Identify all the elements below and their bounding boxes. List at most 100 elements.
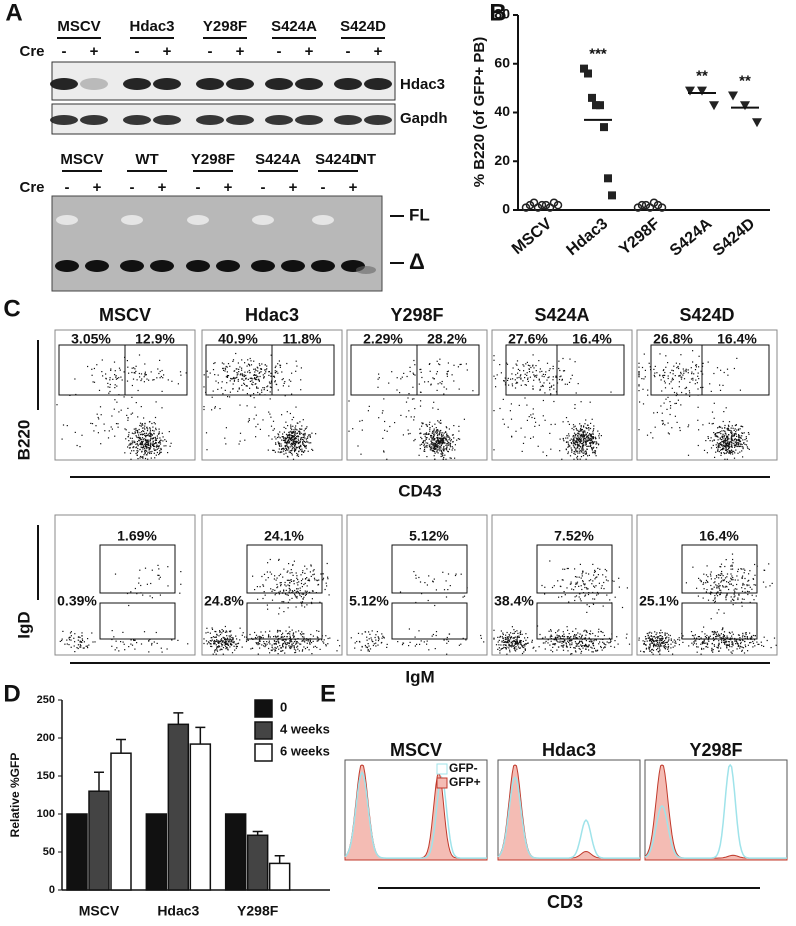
event-dot: [436, 389, 438, 391]
event-dot: [570, 583, 572, 585]
event-dot: [734, 640, 736, 642]
event-dot: [567, 567, 569, 570]
event-dot: [744, 632, 747, 634]
event-dot: [297, 438, 299, 440]
event-dot: [737, 598, 739, 601]
event-dot: [440, 450, 442, 452]
event-dot: [147, 428, 149, 430]
event-dot: [114, 649, 116, 651]
event-dot: [114, 399, 116, 401]
event-dot: [666, 646, 668, 648]
data-point: [740, 101, 750, 111]
event-dot: [734, 441, 736, 443]
event-dot: [423, 450, 425, 452]
event-dot: [247, 639, 249, 641]
event-dot: [373, 643, 375, 645]
event-dot: [405, 416, 407, 418]
event-dot: [720, 572, 722, 575]
event-dot: [645, 638, 647, 640]
event-dot: [313, 646, 315, 648]
event-dot: [502, 644, 504, 646]
event-dot: [225, 638, 227, 640]
event-dot: [439, 441, 441, 444]
event-dot: [435, 442, 437, 445]
event-dot: [573, 446, 575, 448]
event-dot: [223, 642, 225, 644]
event-dot: [316, 636, 318, 638]
event-dot: [571, 588, 573, 590]
event-dot: [557, 636, 559, 638]
event-dot: [110, 426, 112, 428]
gate-percent: 27.6%: [508, 331, 548, 347]
event-dot: [659, 645, 662, 647]
event-dot: [295, 440, 297, 442]
event-dot: [115, 423, 118, 425]
event-dot: [226, 642, 228, 644]
event-dot: [719, 594, 721, 596]
event-dot: [740, 437, 742, 439]
event-dot: [563, 639, 565, 641]
event-dot: [502, 398, 504, 400]
event-dot: [297, 455, 300, 457]
event-dot: [653, 412, 655, 414]
event-dot: [725, 585, 727, 587]
event-dot: [159, 443, 162, 445]
event-dot: [216, 634, 218, 636]
event-dot: [312, 635, 314, 637]
event-dot: [83, 641, 85, 643]
band-label: FL: [409, 205, 430, 224]
event-dot: [449, 442, 452, 444]
event-dot: [739, 389, 741, 391]
event-dot: [229, 637, 231, 639]
event-dot: [142, 441, 144, 443]
event-dot: [134, 587, 136, 590]
event-dot: [718, 609, 720, 611]
event-dot: [131, 644, 134, 646]
event-dot: [302, 649, 304, 651]
event-dot: [748, 573, 750, 575]
event-dot: [722, 447, 724, 449]
event-dot: [290, 424, 292, 426]
lane-label: S424D: [315, 151, 361, 168]
event-dot: [460, 363, 462, 365]
event-dot: [443, 436, 445, 438]
event-dot: [556, 634, 558, 636]
event-dot: [303, 444, 305, 446]
event-dot: [552, 365, 554, 367]
event-dot: [580, 425, 582, 427]
event-dot: [755, 595, 757, 597]
event-dot: [523, 370, 525, 372]
event-dot: [159, 450, 161, 452]
event-dot: [538, 646, 540, 648]
event-dot: [396, 389, 398, 391]
event-dot: [649, 643, 651, 645]
event-dot: [265, 371, 267, 373]
event-dot: [579, 445, 581, 447]
event-dot: [725, 445, 728, 447]
event-dot: [257, 636, 259, 638]
event-dot: [700, 386, 702, 389]
event-dot: [713, 582, 715, 584]
event-dot: [235, 643, 237, 645]
event-dot: [577, 444, 579, 446]
event-dot: [524, 377, 526, 379]
event-dot: [731, 442, 733, 444]
event-dot: [301, 428, 303, 430]
event-dot: [677, 365, 679, 368]
event-dot: [429, 430, 431, 432]
event-dot: [571, 449, 573, 451]
event-dot: [578, 431, 580, 433]
event-dot: [703, 573, 705, 575]
event-dot: [290, 430, 292, 432]
event-dot: [430, 436, 432, 438]
event-dot: [584, 453, 586, 455]
event-dot: [509, 644, 511, 647]
event-dot: [730, 444, 733, 446]
event-dot: [652, 645, 655, 647]
event-dot: [662, 369, 664, 372]
event-dot: [438, 440, 441, 442]
event-dot: [369, 633, 371, 635]
event-dot: [705, 574, 708, 576]
event-dot: [82, 639, 84, 641]
event-dot: [707, 581, 709, 583]
